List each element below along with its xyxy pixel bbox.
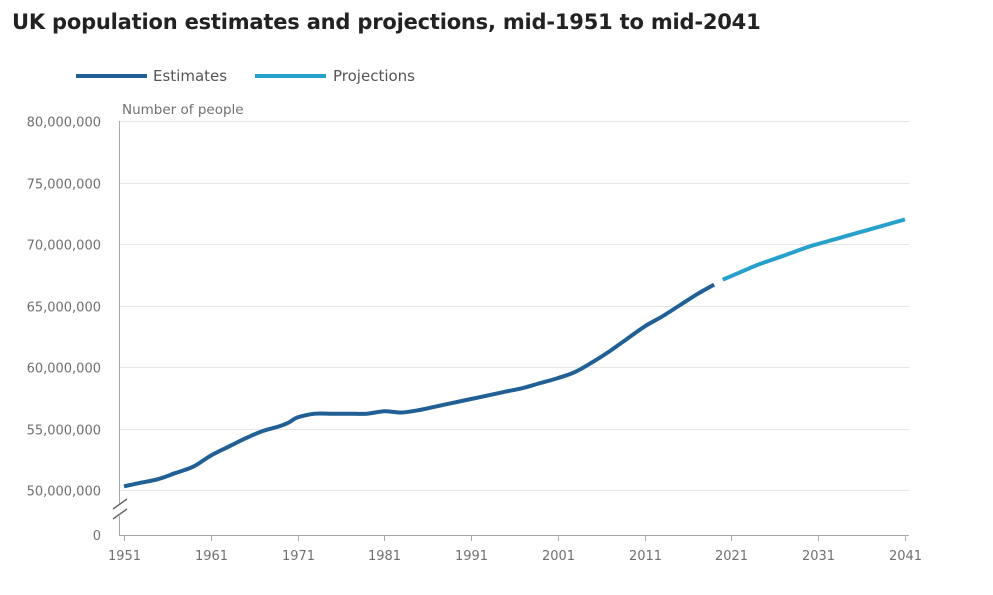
y-tick-label: 55,000,000 — [27, 424, 101, 439]
y-tick-label: 75,000,000 — [27, 178, 101, 193]
y-axis-title: Number of people — [122, 102, 244, 118]
y-tick-label-zero: 0 — [93, 529, 101, 544]
x-tick-label: 1971 — [282, 549, 315, 564]
x-tick-label: 1961 — [195, 549, 228, 564]
y-tick-label: 50,000,000 — [27, 485, 101, 500]
x-tick-label: 2011 — [629, 549, 662, 564]
y-tick-label: 80,000,000 — [27, 116, 101, 131]
series-line-estimates — [123, 282, 716, 489]
y-tick-label: 65,000,000 — [27, 301, 101, 316]
legend-label-estimates: Estimates — [153, 67, 227, 85]
x-tick-label: 2021 — [715, 549, 748, 564]
series-line-projections — [721, 217, 906, 282]
series-lines — [123, 217, 906, 489]
x-tick-label: 2031 — [802, 549, 835, 564]
y-tick-label: 70,000,000 — [27, 239, 101, 254]
y-tick-label: 60,000,000 — [27, 362, 101, 377]
x-tick-label: 2041 — [889, 549, 922, 564]
x-tick-label: 1991 — [455, 549, 488, 564]
x-tick-label: 1981 — [368, 549, 401, 564]
axis-break-icon — [112, 498, 128, 520]
axes — [112, 121, 909, 536]
x-axis-ticks: 1951 1961 1971 1981 1991 2001 2011 2021 2031 2041 — [108, 535, 922, 564]
legend-label-projections: Projections — [333, 67, 415, 85]
legend: Estimates Projections — [76, 67, 415, 85]
x-tick-label: 1951 — [108, 549, 141, 564]
x-tick-label: 2001 — [542, 549, 575, 564]
chart-title: UK population estimates and projections,… — [12, 10, 761, 34]
gridlines — [120, 121, 909, 491]
y-axis-ticks: 80,000,000 75,000,000 70,000,000 65,000,000… — [27, 116, 101, 545]
